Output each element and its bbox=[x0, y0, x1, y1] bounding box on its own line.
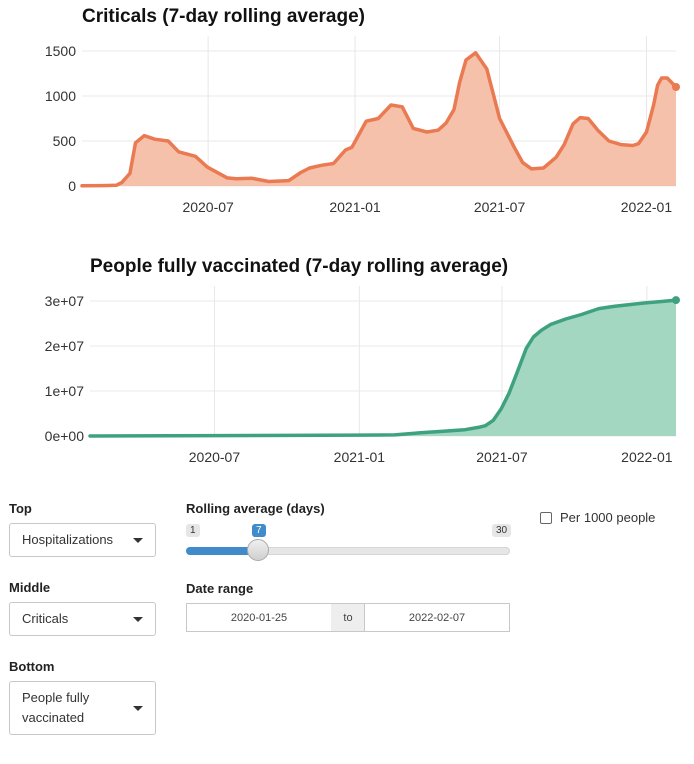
chart-title-criticals: Criticals (7-day rolling average) bbox=[82, 6, 365, 27]
rolling-average-label: Rolling average (days) bbox=[186, 501, 325, 516]
date-range-start-input[interactable]: 2020-01-25 bbox=[186, 603, 332, 632]
rolling-average-slider-fill bbox=[186, 547, 259, 555]
rolling-average-slider-handle[interactable] bbox=[247, 539, 269, 561]
y-tick-label: 1000 bbox=[45, 88, 76, 104]
chevron-down-icon bbox=[133, 537, 143, 543]
x-tick-label: 2021-01 bbox=[329, 199, 381, 215]
slider-value-badge: 7 bbox=[252, 524, 266, 537]
per-1000-label: Per 1000 people bbox=[560, 510, 656, 525]
x-tick-label: 2020-07 bbox=[182, 199, 234, 215]
middle-select-label: Middle bbox=[9, 580, 51, 595]
bottom-select-value-line2: vaccinated bbox=[22, 710, 85, 725]
x-tick-label: 2022-01 bbox=[621, 199, 673, 215]
top-select[interactable]: Hospitalizations bbox=[9, 523, 156, 557]
chevron-down-icon bbox=[133, 616, 143, 622]
x-tick-label: 2021-01 bbox=[334, 449, 386, 465]
top-select-label: Top bbox=[9, 501, 32, 516]
x-tick-label: 2022-01 bbox=[621, 449, 673, 465]
date-range-end-input[interactable]: 2022-02-07 bbox=[364, 603, 510, 632]
per-1000-checkbox[interactable] bbox=[540, 512, 552, 524]
slider-min-badge: 1 bbox=[186, 524, 200, 537]
chart-title-vaccinated: People fully vaccinated (7-day rolling a… bbox=[90, 256, 509, 277]
x-tick-label: 2020-07 bbox=[189, 449, 241, 465]
y-tick-label: 2e+07 bbox=[45, 338, 85, 354]
vaccinated-chart: 0e+00 1e+07 2e+07 3e+07 2020-07 2021-01 2021-0… bbox=[45, 286, 680, 465]
middle-select[interactable]: Criticals bbox=[9, 602, 156, 636]
bottom-select-label: Bottom bbox=[9, 659, 55, 674]
x-tick-label: 2021-07 bbox=[474, 199, 526, 215]
end-point-marker bbox=[672, 83, 680, 91]
y-tick-label: 0e+00 bbox=[45, 428, 85, 444]
y-tick-label: 0 bbox=[68, 178, 76, 194]
series-line bbox=[80, 51, 678, 188]
y-tick-label: 3e+07 bbox=[45, 293, 85, 309]
bottom-select[interactable]: People fully vaccinated bbox=[9, 681, 156, 735]
y-tick-label: 1e+07 bbox=[45, 383, 85, 399]
date-range-separator: to bbox=[331, 603, 365, 632]
slider-max-badge: 30 bbox=[492, 524, 512, 537]
top-select-value: Hospitalizations bbox=[22, 532, 114, 547]
y-tick-label: 1500 bbox=[45, 43, 76, 59]
end-point-marker bbox=[672, 296, 680, 305]
chevron-down-icon bbox=[133, 705, 143, 711]
date-range-label: Date range bbox=[186, 581, 254, 596]
bottom-select-value-line1: People fully bbox=[22, 690, 90, 705]
y-tick-label: 500 bbox=[53, 133, 77, 149]
bottom-select-value: People fully vaccinated bbox=[22, 688, 125, 728]
series-line bbox=[88, 298, 678, 438]
series-area bbox=[90, 300, 676, 436]
middle-select-value: Criticals bbox=[22, 611, 69, 626]
criticals-chart: 0 500 1000 1500 2020-07 2021-01 2021-07 2022-01 bbox=[45, 36, 680, 215]
x-tick-label: 2021-07 bbox=[476, 449, 528, 465]
